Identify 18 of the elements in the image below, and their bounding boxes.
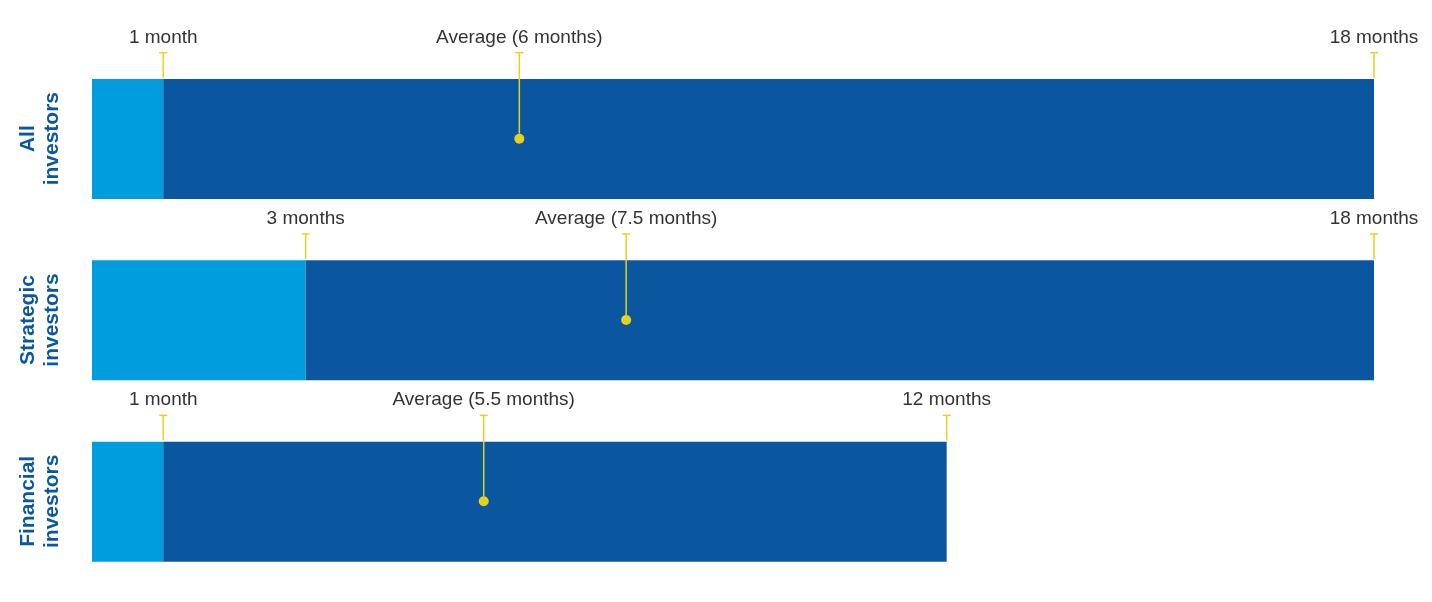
data-label: Average (5.5 months) (392, 388, 575, 410)
y-tick-label: Financial investors (15, 454, 62, 549)
total-label: 18 months (1329, 207, 1419, 228)
data-label: 3 months (266, 207, 345, 228)
bar (305, 260, 1374, 381)
bar (163, 79, 1374, 199)
bar (92, 260, 306, 381)
bar (163, 441, 947, 562)
bar (92, 441, 164, 562)
y-tick-label: Strategic investors (15, 273, 62, 367)
data-label: Average (7.5 months) (534, 207, 718, 228)
total-label: 18 months (1329, 25, 1419, 47)
total-label: 12 months (902, 388, 992, 410)
data-label: 1 month (128, 388, 198, 410)
y-tick-label: All investors (15, 91, 62, 186)
bar (92, 79, 164, 199)
data-label: Average (6 months) (436, 25, 603, 47)
data-label: 1 month (128, 25, 198, 47)
